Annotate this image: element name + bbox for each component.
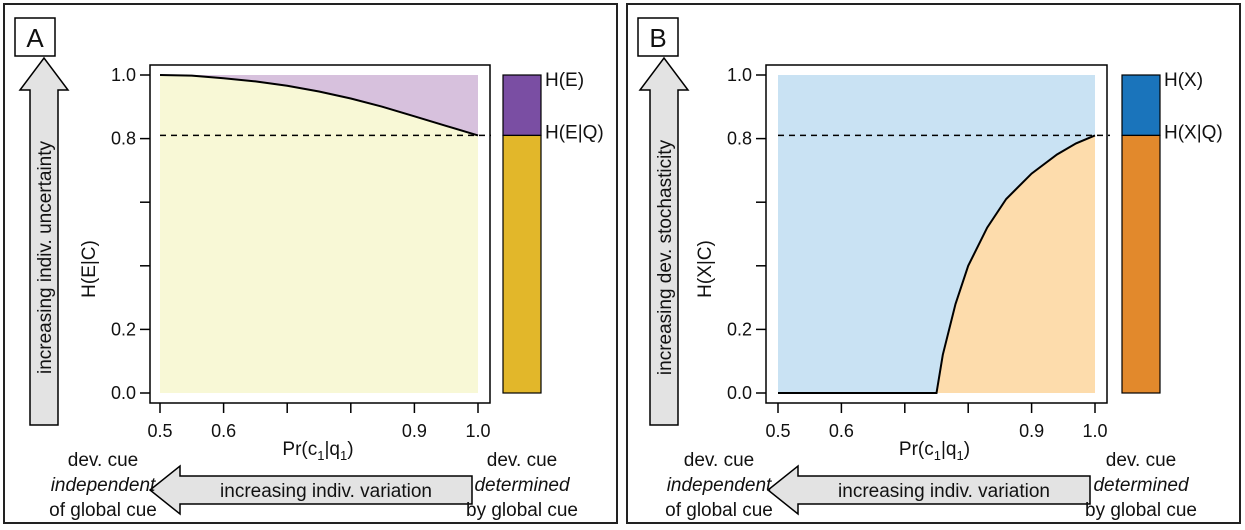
x-tick-label: 1.0 [465, 421, 490, 441]
y-axis-label: H(X|C) [695, 240, 716, 298]
panel-border [626, 3, 1241, 524]
note-left-line2: independent [51, 475, 156, 496]
legend-bar-segment [1121, 74, 1161, 137]
x-tick-label: 0.6 [829, 421, 854, 441]
text-span: ) [347, 439, 353, 460]
x-axis-label: Pr(c1​|q1​) [899, 439, 970, 463]
area-below-curve [778, 135, 1095, 393]
bottom-arrow-icon [148, 464, 473, 516]
panel-b: 0.5 0.6 0.9 1.0 0.0 0.2 0.8 1.0 Pr(c1​|q1​) H(X|C… [626, 3, 1241, 524]
text-span: Pr(c [282, 439, 317, 460]
note-right-line1: dev. cue [1106, 450, 1176, 471]
bottom-arrow-label: increasing indiv. variation [838, 481, 1050, 502]
note-left-line1: dev. cue [68, 450, 138, 471]
panel-a: 0.5 0.6 0.9 1.0 0.0 0.2 0.8 1.0 Pr(c1​|q1​) H(E|C… [3, 3, 618, 524]
side-arrow-label: increasing dev. stochasticity [655, 139, 676, 375]
series-curve [778, 134, 1096, 394]
bottom-arrow-icon [766, 464, 1091, 516]
text-span: Pr(c [899, 439, 934, 460]
legend-label: H(E) [545, 70, 584, 91]
text-span: ) [964, 439, 970, 460]
y-tick-label: 1.0 [727, 65, 752, 85]
area-below-curve [160, 75, 478, 393]
legend-label: H(X|Q) [1164, 122, 1223, 143]
y-tick-label: 0.0 [111, 383, 136, 403]
series-curve [159, 74, 479, 137]
plot-frame [149, 64, 491, 404]
y-tick-label: 0.2 [111, 319, 136, 339]
x-tick-label: 0.5 [765, 421, 790, 441]
legend-label: H(X) [1164, 70, 1203, 91]
panel-border [3, 3, 618, 524]
panel-letter-box [637, 17, 679, 57]
note-right-line2: determined [474, 475, 570, 496]
area-above-curve [160, 75, 478, 136]
subscript: 1 [340, 448, 347, 463]
y-axis-label: H(E|C) [79, 240, 100, 298]
subscript: 1 [317, 448, 324, 463]
panel-letter: B [649, 23, 666, 53]
note-left-line2: independent [667, 475, 772, 496]
legend-bar-segment [502, 134, 542, 394]
plot-frame [765, 64, 1108, 404]
x-tick-label: 0.9 [1019, 421, 1044, 441]
x-tick-label: 0.5 [147, 421, 172, 441]
note-left-line3: of global cue [665, 500, 773, 521]
x-tick-label: 0.9 [402, 421, 427, 441]
note-left-line1: dev. cue [684, 450, 754, 471]
y-tick-label: 0.2 [727, 319, 752, 339]
side-arrow-icon [18, 56, 70, 426]
note-right-line2: determined [1093, 475, 1189, 496]
legend-bar-segment [502, 74, 542, 137]
y-tick-label: 0.8 [111, 129, 136, 149]
bottom-arrow-label: increasing indiv. variation [220, 481, 432, 502]
side-arrow-icon [638, 56, 690, 426]
note-right-line3: by global cue [466, 500, 578, 521]
note-right-line1: dev. cue [487, 450, 557, 471]
x-tick-label: 1.0 [1082, 421, 1107, 441]
legend-label: H(E|Q) [545, 122, 604, 143]
text-span: |q [324, 439, 340, 460]
y-tick-label: 0.0 [727, 383, 752, 403]
text-span: |q [941, 439, 957, 460]
note-right-line3: by global cue [1085, 500, 1197, 521]
subscript: 1 [934, 448, 941, 463]
panel-letter-box [14, 17, 56, 57]
subscript: 1 [957, 448, 964, 463]
panel-letter: A [26, 23, 44, 53]
note-left-line3: of global cue [49, 500, 157, 521]
y-tick-label: 0.8 [727, 129, 752, 149]
legend-bar-segment [1121, 134, 1161, 394]
side-arrow-label: increasing indiv. uncertainty [35, 140, 56, 374]
y-tick-label: 1.0 [111, 65, 136, 85]
x-axis-label: Pr(c1​|q1​) [282, 439, 353, 463]
x-tick-label: 0.6 [211, 421, 236, 441]
